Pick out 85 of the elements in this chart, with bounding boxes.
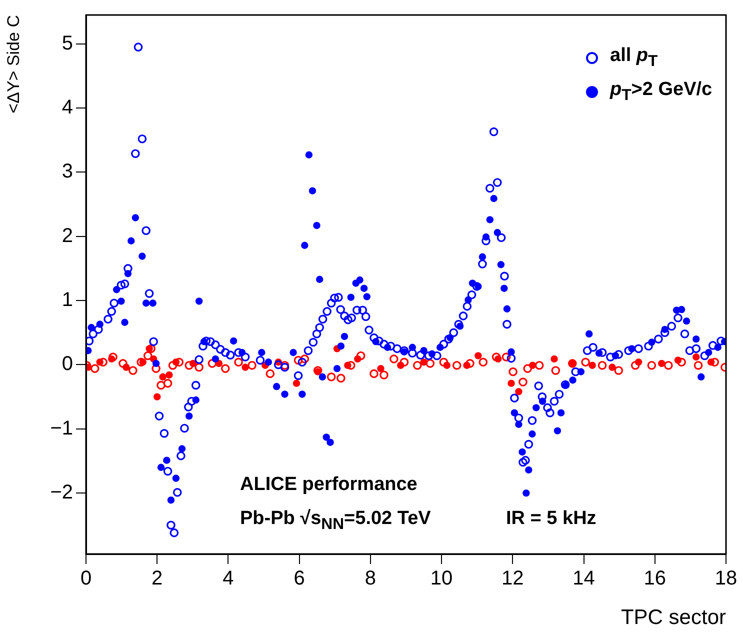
y-tick-label: 3 <box>62 160 73 183</box>
point <box>154 393 161 400</box>
point <box>159 373 166 380</box>
point <box>370 369 378 378</box>
point <box>658 360 666 368</box>
x-tick-label: 4 <box>222 568 234 590</box>
point <box>508 380 515 387</box>
point <box>166 371 173 379</box>
point <box>550 355 558 363</box>
x-tick-label: 14 <box>572 568 595 590</box>
point <box>598 360 607 370</box>
point <box>242 364 249 371</box>
y-tick-label: 0 <box>62 353 73 376</box>
y-tick-label: 5 <box>62 32 73 54</box>
x-axis-title: TPC sector <box>620 606 726 630</box>
point <box>292 380 300 387</box>
point <box>143 351 152 360</box>
point <box>664 360 673 370</box>
x-tick-label: 10 <box>430 568 453 590</box>
point <box>390 354 398 364</box>
point <box>614 366 624 375</box>
point <box>377 364 384 372</box>
legend-label: p$_{T}$>2 GeV/c <box>610 78 712 105</box>
point <box>523 364 532 373</box>
y-tick-label: 2 <box>62 224 73 247</box>
point <box>266 369 275 378</box>
point <box>300 354 310 364</box>
point <box>608 364 616 371</box>
point <box>492 352 501 362</box>
point <box>184 360 194 370</box>
x-tick-label: 18 <box>714 568 738 590</box>
point <box>118 359 128 368</box>
x-tick-label: 8 <box>364 568 376 590</box>
point <box>518 378 528 386</box>
point <box>630 360 640 370</box>
point <box>412 360 422 370</box>
point <box>90 364 100 373</box>
annotation: IR = 5 kHz <box>506 508 596 530</box>
point <box>234 358 243 367</box>
point <box>326 372 336 382</box>
x-tick-label: 2 <box>152 568 163 590</box>
point <box>380 370 388 380</box>
annotation: ALICE performance <box>240 474 418 496</box>
point <box>588 362 596 369</box>
point <box>647 360 656 370</box>
point <box>400 358 409 367</box>
y-tick-label: 4 <box>62 96 73 119</box>
point <box>551 366 560 375</box>
point <box>356 351 366 360</box>
point <box>502 352 511 362</box>
y-tick-label: −2 <box>50 482 73 504</box>
point <box>294 356 303 365</box>
x-tick-label: 16 <box>644 568 666 590</box>
point <box>108 352 118 362</box>
annotation: Pb-Pb √s$_{NN}$=5.02 TeV <box>240 508 431 534</box>
point <box>156 380 166 390</box>
y-tick-label: 1 <box>62 289 73 312</box>
x-tick-label: 12 <box>502 568 524 590</box>
point <box>452 360 462 370</box>
point <box>128 366 138 375</box>
point <box>336 374 346 383</box>
point <box>220 364 230 373</box>
point <box>439 358 448 367</box>
y-axis-title: <ΔY> Side C <box>4 15 23 114</box>
point <box>692 353 700 361</box>
point <box>508 367 518 376</box>
x-tick-label: 0 <box>80 568 92 590</box>
legend-label: all p$_{T}$ <box>610 45 658 71</box>
point <box>474 352 482 360</box>
y-tick-label: −1 <box>50 417 73 440</box>
point <box>168 360 178 370</box>
point <box>581 358 590 367</box>
point <box>466 359 474 368</box>
point <box>208 359 217 368</box>
point <box>694 360 703 370</box>
point <box>478 358 488 367</box>
point <box>677 358 686 367</box>
point <box>194 362 204 372</box>
point <box>534 360 544 370</box>
x-tick-label: 6 <box>294 568 305 590</box>
point <box>163 378 172 388</box>
point <box>146 344 156 354</box>
point <box>426 359 435 368</box>
point <box>248 360 256 370</box>
point <box>515 388 522 396</box>
